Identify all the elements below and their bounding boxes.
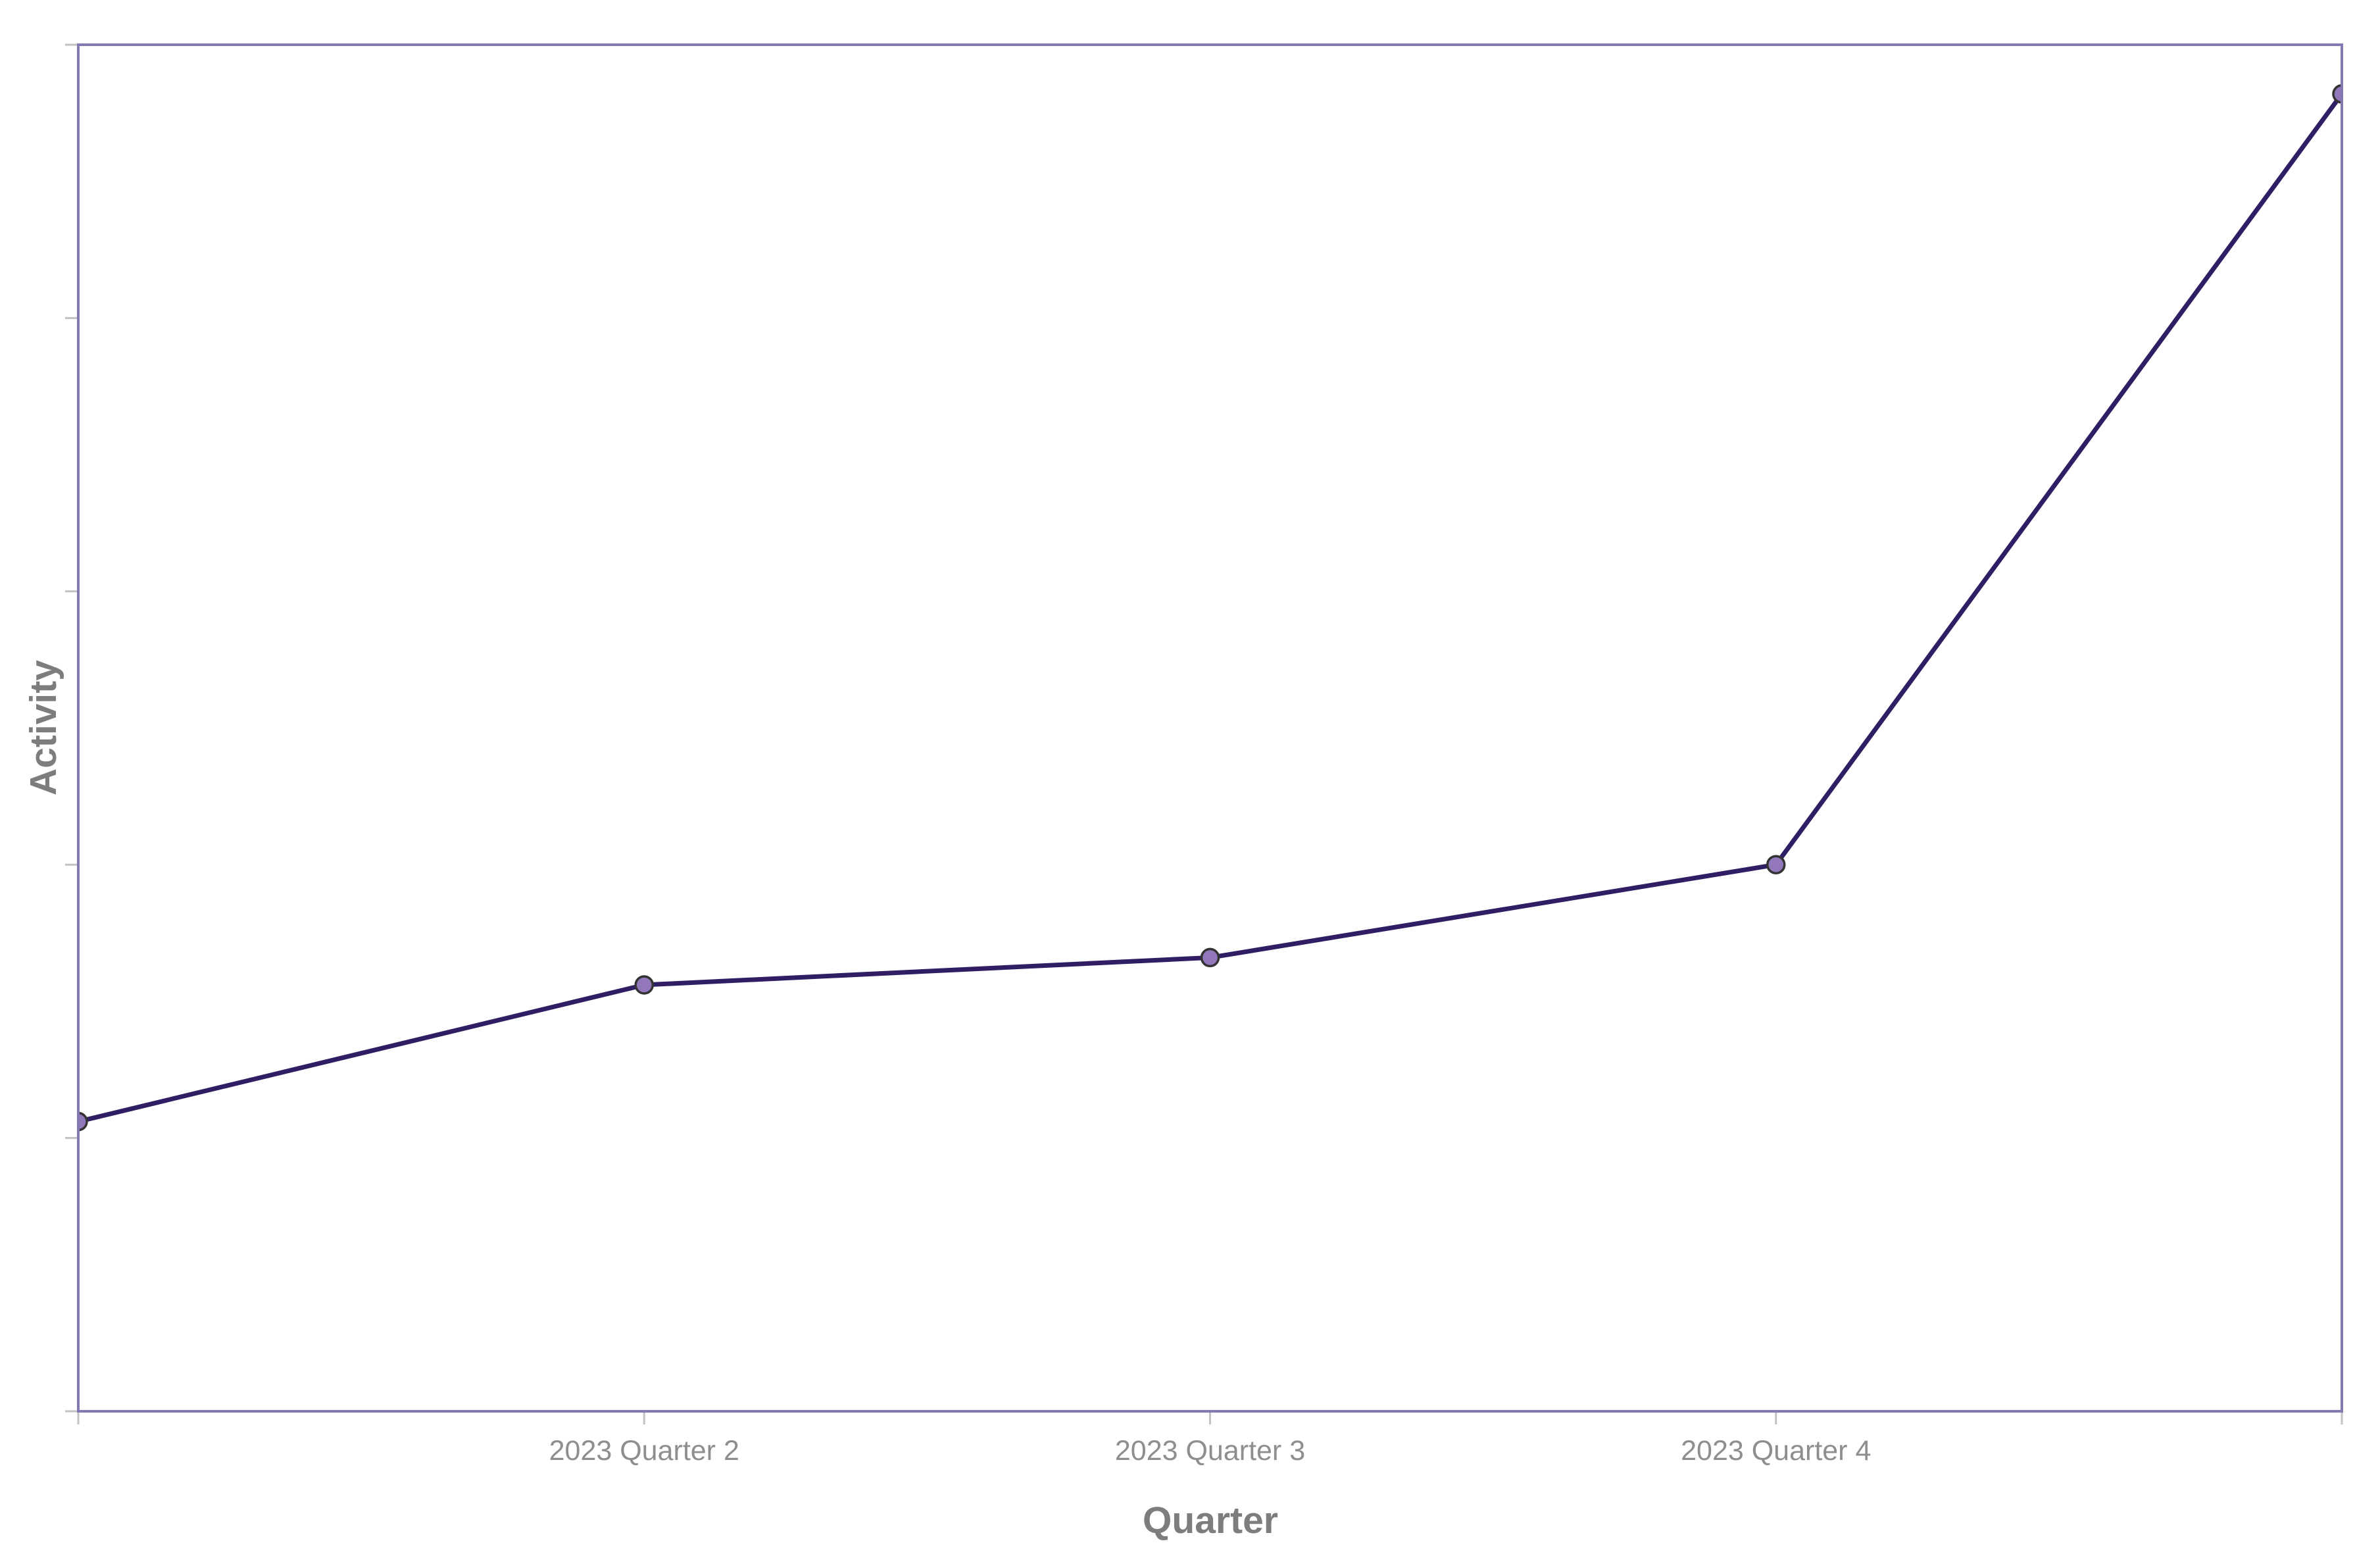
data-point-marker	[2332, 84, 2342, 104]
activity-line-series	[78, 91, 2342, 1124]
y-axis-title: Activity	[22, 660, 64, 795]
data-point-marker	[1766, 855, 1786, 874]
data-point-marker	[1200, 947, 1220, 968]
y-axis-ticks	[65, 43, 78, 1413]
data-point-marker	[78, 1111, 88, 1132]
data-point-marker	[634, 975, 654, 995]
x-tick-label-2023-q2: 2023 Quarter 2	[549, 1435, 739, 1467]
plot-area	[65, 43, 2343, 1424]
x-tick-label-2023-q4: 2023 Quarter 4	[1681, 1435, 1872, 1467]
plot-border	[77, 43, 2343, 1413]
x-tick-label-2023-q3: 2023 Quarter 3	[1114, 1435, 1306, 1467]
series-group	[78, 84, 2342, 1132]
x-axis-title: Quarter	[1143, 1499, 1278, 1542]
data-point-markers	[78, 84, 2342, 1132]
x-axis-ticks	[77, 1411, 2343, 1424]
